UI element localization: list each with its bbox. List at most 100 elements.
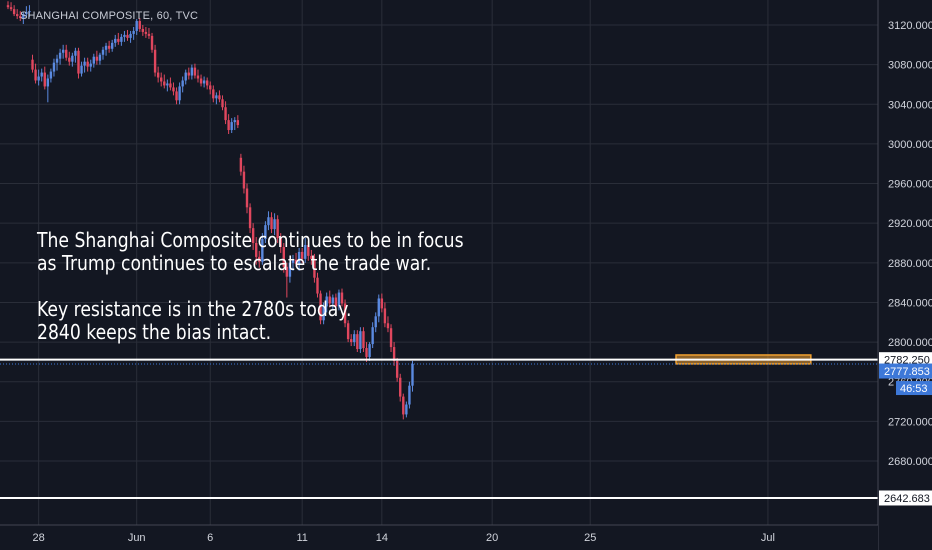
candle-body <box>386 323 390 329</box>
candle <box>89 59 92 72</box>
candle <box>411 360 414 392</box>
candle <box>218 90 221 103</box>
candle-body <box>43 72 46 87</box>
candle <box>28 5 31 18</box>
candle-body <box>239 157 243 172</box>
price-tick-label: 2680.000 <box>888 456 932 468</box>
candle-body <box>362 331 365 349</box>
candle <box>371 322 374 349</box>
candle-body <box>395 360 399 378</box>
candle-body <box>236 120 240 126</box>
candle-body <box>15 14 19 17</box>
candle <box>325 292 328 313</box>
candle <box>19 11 22 22</box>
candle <box>101 46 105 60</box>
candle <box>233 117 236 131</box>
candle <box>80 61 83 77</box>
candle <box>190 64 194 80</box>
candle <box>288 257 292 283</box>
candle-body <box>248 207 252 229</box>
candle-body <box>346 323 350 340</box>
candles <box>6 1 414 420</box>
candle <box>193 63 197 79</box>
candle-body <box>294 259 298 264</box>
time-tick-label: 20 <box>486 532 498 544</box>
candle-body <box>68 57 71 62</box>
candle-body <box>71 55 74 62</box>
candle-body <box>340 292 344 304</box>
candle <box>65 44 68 61</box>
candle-body <box>169 83 172 88</box>
candle <box>362 327 365 352</box>
candle <box>172 82 175 96</box>
candle <box>46 74 50 103</box>
candle <box>184 69 187 85</box>
candle <box>77 47 80 79</box>
candle <box>175 87 178 105</box>
candle-body <box>233 120 236 123</box>
candle-body <box>150 35 154 50</box>
candle <box>34 63 37 84</box>
symbol-title[interactable]: SHANGHAI COMPOSITE, 60, TVC <box>20 10 199 22</box>
candle <box>25 6 28 19</box>
annotation-text: The Shanghai Composite continues to be i… <box>37 229 464 344</box>
candle-body <box>123 34 126 37</box>
candle-body <box>22 14 25 19</box>
candle-body <box>58 52 62 59</box>
candle <box>141 25 145 36</box>
candle <box>399 373 402 402</box>
candle-body <box>107 45 111 49</box>
last-price-label: 2777.853 <box>884 366 930 378</box>
candle <box>153 44 157 77</box>
candle-body <box>261 239 264 262</box>
candle-body <box>110 42 114 49</box>
candle-body <box>310 255 313 259</box>
candle-body <box>163 81 166 86</box>
candle-body <box>19 16 22 19</box>
candle-body <box>359 331 362 350</box>
candle-body <box>52 62 56 72</box>
candle-body <box>202 80 206 84</box>
candle-body <box>135 21 138 31</box>
candle <box>22 12 25 25</box>
candle-body <box>218 95 221 100</box>
candle-body <box>104 45 108 50</box>
candle <box>138 18 141 32</box>
candle <box>12 5 16 17</box>
candle <box>242 165 246 194</box>
candle-body <box>178 86 181 101</box>
candle <box>261 233 264 265</box>
candle-body <box>316 277 319 294</box>
candle <box>389 324 393 352</box>
candle-body <box>392 347 396 361</box>
hline-price-label: 2642.683 <box>884 493 930 505</box>
candle-body <box>187 72 190 76</box>
price-tick-label: 3120.000 <box>888 20 932 32</box>
candle <box>61 44 65 59</box>
candle <box>328 290 331 308</box>
candle <box>156 66 160 83</box>
candle-body <box>205 80 209 86</box>
candle <box>104 42 108 56</box>
candle-body <box>291 259 295 263</box>
candle-body <box>405 404 408 415</box>
price-axis[interactable]: 2680.0002720.0002760.0002800.0002840.000… <box>877 0 932 550</box>
candle-body <box>80 65 83 74</box>
price-tick-label: 3080.000 <box>888 60 932 72</box>
candle <box>282 243 285 273</box>
time-axis[interactable]: 28 Jun 6 11 14 20 25 Jul <box>0 524 878 550</box>
price-tick-label: 2840.000 <box>888 297 932 309</box>
time-tick-label: 28 <box>33 532 45 544</box>
candle <box>181 76 184 93</box>
candle <box>258 250 261 268</box>
candle-body <box>276 219 279 239</box>
candle <box>343 299 347 328</box>
candle-body <box>181 80 184 87</box>
price-tick-label: 2880.000 <box>888 258 932 270</box>
candle <box>297 247 301 271</box>
candle <box>383 302 387 328</box>
candle-body <box>258 256 261 262</box>
